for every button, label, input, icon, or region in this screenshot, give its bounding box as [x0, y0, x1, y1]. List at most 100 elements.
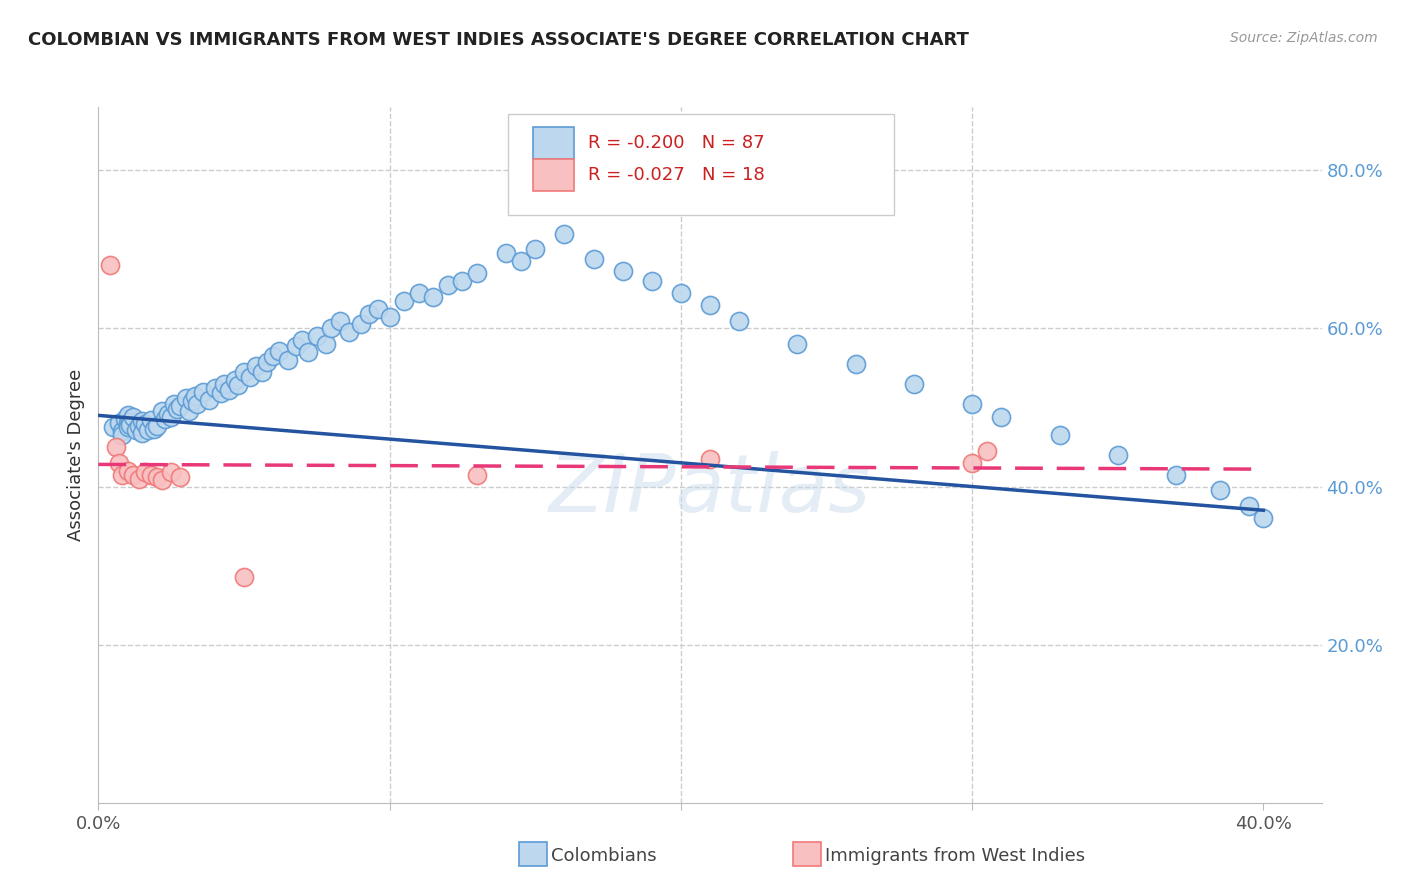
Point	[239, 370, 262, 384]
Point	[582, 252, 605, 266]
Point	[155, 412, 177, 426]
Point	[145, 418, 167, 433]
Point	[245, 359, 267, 374]
Point	[250, 365, 273, 379]
Point	[174, 391, 197, 405]
Text: R = -0.027   N = 18: R = -0.027 N = 18	[588, 166, 765, 185]
Point	[1208, 483, 1232, 498]
Point	[1049, 428, 1071, 442]
Point	[976, 444, 998, 458]
Point	[122, 467, 145, 482]
Point	[186, 396, 208, 410]
Point	[101, 420, 124, 434]
Point	[117, 417, 139, 431]
Point	[169, 399, 191, 413]
Point	[437, 277, 460, 292]
Text: ZIPatlas: ZIPatlas	[548, 450, 872, 529]
Point	[524, 243, 547, 257]
Point	[111, 424, 134, 438]
Point	[495, 246, 517, 260]
Point	[612, 264, 634, 278]
Point	[157, 407, 180, 421]
Point	[152, 473, 174, 487]
Point	[1164, 467, 1187, 482]
FancyBboxPatch shape	[533, 159, 574, 191]
Point	[786, 337, 808, 351]
Point	[160, 466, 183, 480]
Point	[990, 409, 1012, 424]
Point	[277, 353, 299, 368]
Point	[111, 467, 134, 482]
Point	[139, 467, 162, 482]
Point	[408, 285, 430, 300]
Point	[291, 333, 314, 347]
Point	[329, 313, 352, 327]
Point	[177, 404, 200, 418]
Point	[451, 274, 474, 288]
Point	[1237, 500, 1260, 514]
FancyBboxPatch shape	[508, 114, 893, 215]
Point	[297, 345, 319, 359]
Point	[422, 290, 444, 304]
Point	[553, 227, 575, 241]
Point	[160, 409, 183, 424]
Point	[315, 337, 337, 351]
Point	[209, 386, 232, 401]
Point	[108, 456, 131, 470]
Point	[509, 254, 531, 268]
Point	[337, 326, 360, 340]
Point	[142, 422, 165, 436]
Point	[169, 470, 191, 484]
Point	[845, 357, 868, 371]
Point	[193, 384, 215, 399]
Point	[359, 307, 381, 321]
Point	[960, 396, 983, 410]
Point	[104, 440, 127, 454]
Point	[134, 466, 156, 480]
FancyBboxPatch shape	[533, 127, 574, 159]
Point	[98, 258, 121, 272]
Point	[960, 456, 983, 470]
Point	[117, 409, 139, 423]
Point	[117, 464, 139, 478]
Point	[903, 376, 925, 391]
Point	[139, 413, 162, 427]
Point	[699, 298, 721, 312]
Point	[131, 425, 153, 440]
Point	[285, 339, 308, 353]
Point	[120, 417, 142, 432]
Point	[669, 285, 692, 300]
Point	[125, 423, 148, 437]
Point	[641, 274, 664, 288]
Point	[224, 373, 246, 387]
Point	[1253, 511, 1275, 525]
Point	[136, 424, 159, 438]
Point	[728, 313, 751, 327]
Point	[378, 310, 401, 324]
Point	[218, 383, 240, 397]
Point	[465, 266, 488, 280]
Point	[108, 417, 131, 431]
Point	[180, 394, 202, 409]
Point	[166, 402, 188, 417]
Point	[163, 396, 186, 410]
Point	[131, 414, 153, 428]
Y-axis label: Associate's Degree: Associate's Degree	[66, 368, 84, 541]
Point	[392, 293, 416, 308]
Point	[117, 420, 139, 434]
Point	[233, 570, 256, 584]
Point	[349, 318, 371, 332]
Point	[198, 392, 221, 407]
Point	[134, 417, 156, 431]
Point	[1107, 448, 1129, 462]
Point	[699, 451, 721, 466]
Point	[114, 412, 136, 426]
Text: Source: ZipAtlas.com: Source: ZipAtlas.com	[1230, 31, 1378, 45]
Point	[120, 415, 142, 429]
Point	[226, 378, 249, 392]
Point	[111, 428, 134, 442]
Point	[128, 472, 150, 486]
Point	[267, 343, 290, 358]
Point	[262, 349, 284, 363]
Point	[122, 409, 145, 424]
